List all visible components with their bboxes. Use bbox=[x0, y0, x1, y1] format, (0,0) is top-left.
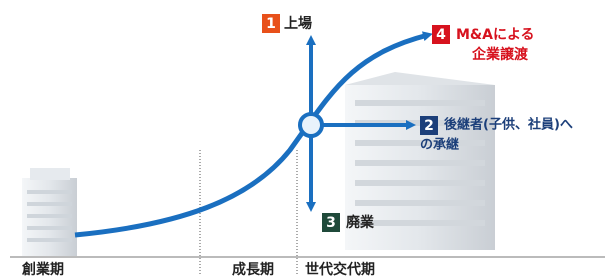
option-label: 企業譲渡 bbox=[471, 46, 529, 63]
stage-label: 世代交代期 bbox=[305, 261, 375, 278]
small-building bbox=[22, 168, 77, 256]
option-label: 上場 bbox=[284, 15, 312, 32]
option-label: の承継 bbox=[420, 137, 459, 153]
diagram: 1 上場 4 M&Aによる 企業譲渡 2 後継者(子供、社員)へ の承継 3 廃… bbox=[0, 0, 611, 278]
badge-number: 3 bbox=[326, 215, 336, 231]
badge-number: 2 bbox=[424, 118, 434, 134]
option-label: 廃業 bbox=[346, 214, 375, 231]
stage-label: 創業期 bbox=[21, 261, 64, 278]
badge-number: 1 bbox=[266, 16, 276, 32]
junction bbox=[300, 114, 322, 136]
badge-number: 4 bbox=[436, 27, 446, 43]
option-label: 後継者(子供、社員)へ bbox=[444, 117, 573, 133]
option-label: M&Aによる bbox=[456, 27, 535, 43]
stage-label: 成長期 bbox=[232, 261, 274, 278]
